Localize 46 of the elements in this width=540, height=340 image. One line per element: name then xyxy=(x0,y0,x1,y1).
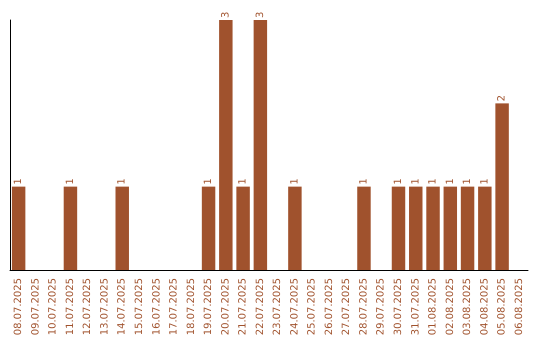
x-tick-label: 13.07.2025 xyxy=(99,278,110,336)
x-tick-label: 28.07.2025 xyxy=(358,278,370,336)
data-label: 1 xyxy=(410,178,422,185)
data-label: 1 xyxy=(358,178,370,185)
x-tick-label: 22.07.2025 xyxy=(254,278,266,336)
data-label: 2 xyxy=(496,94,508,102)
x-tick-label: 14.07.2025 xyxy=(116,278,128,336)
data-label: 3 xyxy=(220,12,232,18)
x-tick-label: 19.07.2025 xyxy=(203,278,214,336)
data-label: 1 xyxy=(203,178,214,185)
data-label: 1 xyxy=(393,178,404,185)
x-tick-label: 04.08.2025 xyxy=(479,278,490,336)
data-label: 1 xyxy=(64,178,76,185)
x-tick-label: 15.07.2025 xyxy=(134,278,145,336)
x-tick-label: 09.07.2025 xyxy=(30,278,42,336)
x-tick-label: 16.07.2025 xyxy=(151,278,162,336)
data-label: 1 xyxy=(428,178,439,185)
x-tick-label: 24.07.2025 xyxy=(289,278,300,336)
x-tick-label: 23.07.2025 xyxy=(272,278,284,336)
x-tick-label: 10.07.2025 xyxy=(48,278,59,336)
data-label: 1 xyxy=(238,178,249,185)
x-tick-label: 05.08.2025 xyxy=(496,278,508,336)
x-tick-label: 31.07.2025 xyxy=(410,278,422,336)
x-tick-label: 29.07.2025 xyxy=(376,278,387,336)
x-tick-label: 17.07.2025 xyxy=(168,278,180,336)
data-label: 3 xyxy=(254,12,266,18)
data-label: 1 xyxy=(289,178,300,185)
x-tick-label: 12.07.2025 xyxy=(82,278,94,336)
data-label: 1 xyxy=(13,178,24,185)
x-tick-label: 11.07.2025 xyxy=(64,278,76,336)
data-label: 1 xyxy=(444,178,456,185)
x-tick-label: 25.07.2025 xyxy=(306,278,318,336)
x-tick-label: 03.08.2025 xyxy=(462,278,474,336)
x-tick-label: 27.07.2025 xyxy=(341,278,352,336)
data-label: 1 xyxy=(462,178,474,185)
x-tick-label: 21.07.2025 xyxy=(238,278,249,336)
x-tick-label: 26.07.2025 xyxy=(324,278,335,336)
x-tick-label: 30.07.2025 xyxy=(393,278,404,336)
x-tick-label: 20.07.2025 xyxy=(220,278,232,336)
x-tick-label: 18.07.2025 xyxy=(186,278,197,336)
data-label: 1 xyxy=(116,178,128,185)
x-tick-label: 01.08.2025 xyxy=(428,278,439,336)
x-tick-label: 02.08.2025 xyxy=(444,278,456,336)
x-tick-label: 06.08.2025 xyxy=(514,278,525,336)
x-tick-label: 08.07.2025 xyxy=(13,278,24,336)
data-label: 1 xyxy=(479,178,490,185)
